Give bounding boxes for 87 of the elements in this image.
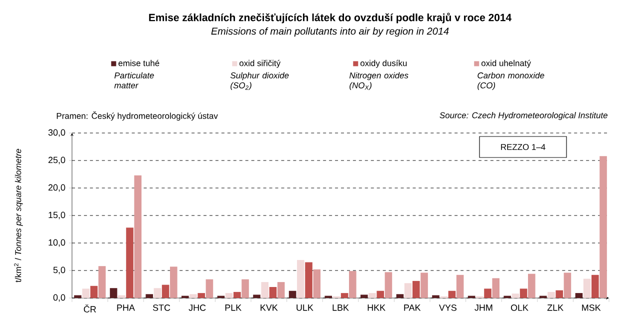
- x-tick-label: PLK: [225, 304, 242, 311]
- bar: [556, 290, 564, 298]
- bar: [98, 266, 106, 298]
- bar: [376, 290, 384, 298]
- x-tick-label: HKK: [368, 304, 386, 311]
- bar: [448, 290, 456, 298]
- bar: [126, 228, 134, 298]
- chart-subtitle: Emissions of main pollutants into air by region in 2014: [211, 27, 449, 37]
- bar: [592, 274, 599, 298]
- bar: [368, 293, 376, 298]
- bar: [162, 284, 170, 298]
- bar: [548, 292, 555, 298]
- bar: [90, 286, 98, 298]
- legend-label: oxidy dusíku: [360, 60, 407, 68]
- x-tick-label: LBK: [332, 304, 349, 311]
- bar: [360, 294, 368, 298]
- text: Carbon monoxide (CO): [478, 72, 544, 90]
- bar: [74, 295, 82, 298]
- bar: [396, 294, 404, 298]
- bar: [190, 294, 197, 298]
- x-tick-label: OLK: [510, 304, 528, 311]
- text: Source: Czech Hydrometeorological Institute: [440, 112, 608, 120]
- bar: [575, 293, 583, 298]
- bar: [82, 288, 90, 298]
- bar: [198, 293, 206, 298]
- bar: [110, 288, 118, 298]
- bar: [583, 278, 591, 298]
- annotation: REZZO 1–4: [501, 144, 546, 150]
- y-tick-label: 30,0: [48, 129, 66, 137]
- y-tick-label: 15,0: [48, 212, 66, 220]
- bar: [484, 288, 492, 298]
- y-axis-title: t/km$^{2}$ / Tonnes per square kilometre: [14, 148, 23, 282]
- y-tick-label: 5,0: [53, 266, 66, 274]
- y-tick-label: 25,0: [48, 156, 66, 164]
- y-tick-label: 20,0: [48, 184, 66, 192]
- x-tick-label: PHA: [117, 304, 135, 311]
- bar: [154, 288, 162, 298]
- x-tick-label: KVK: [260, 304, 278, 311]
- bar: [297, 260, 304, 298]
- bar: [600, 156, 607, 298]
- bar: [277, 282, 285, 298]
- bar: [384, 272, 392, 298]
- text: Sulphur dioxide (SO$_{2}$): [230, 72, 289, 90]
- legend-label: emise tuhé: [118, 60, 160, 66]
- legend-label: oxid uhelnatý: [481, 60, 531, 68]
- x-tick-label: PAK: [404, 304, 421, 311]
- bar: [512, 294, 520, 298]
- y-tick-label: 0,0: [53, 294, 66, 302]
- x-tick-label: ULK: [296, 304, 314, 311]
- y-tick-label: 10,0: [48, 239, 66, 247]
- bar: [261, 282, 269, 298]
- bar: [242, 279, 249, 298]
- bar: [234, 292, 241, 298]
- x-tick-label: MSK: [582, 304, 601, 311]
- bar: [528, 274, 536, 298]
- bar: [432, 295, 440, 298]
- bar: [170, 266, 178, 298]
- bar: [118, 295, 126, 298]
- x-tick-label: VYS: [438, 304, 456, 311]
- bar: [564, 272, 572, 298]
- x-tick-label: ZLK: [547, 304, 564, 311]
- legend-label: oxid siřičitý: [240, 60, 281, 68]
- bar: [305, 262, 312, 298]
- x-tick-label: JHM: [474, 304, 492, 311]
- bar: [134, 175, 142, 298]
- text: Nitrogen oxides (NO$_{X}$): [349, 72, 408, 90]
- bar: [520, 288, 528, 298]
- bar: [269, 287, 277, 298]
- x-tick-label: ČR: [84, 304, 96, 312]
- bar: [404, 283, 412, 298]
- bar: [253, 294, 260, 298]
- bar: [492, 278, 500, 298]
- bar: [456, 274, 464, 298]
- x-tick-label: JHC: [188, 304, 206, 311]
- bar: [146, 294, 154, 298]
- bar: [349, 271, 356, 298]
- bar: [313, 269, 321, 298]
- bar: [412, 280, 420, 298]
- bar: [206, 279, 214, 298]
- bar: [288, 290, 296, 298]
- chart-title: Emise základních znečišťujících látek do ovzduší podle krajů v roce 2014: [149, 12, 512, 24]
- bar: [340, 293, 348, 298]
- text: Particulate matter: [114, 72, 154, 88]
- text: Pramen: Český hydrometeorologický ústav: [56, 111, 218, 121]
- x-tick-label: STC: [152, 304, 170, 311]
- bar: [225, 293, 233, 298]
- bar: [420, 272, 428, 298]
